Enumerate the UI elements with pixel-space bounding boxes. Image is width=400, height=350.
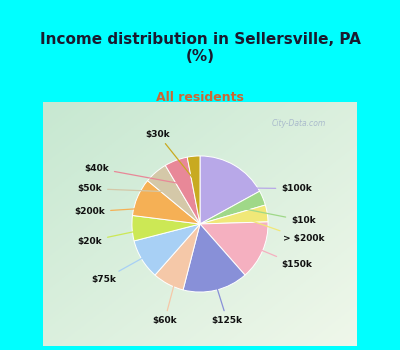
Wedge shape — [187, 156, 200, 224]
Text: $200k: $200k — [74, 207, 158, 216]
Text: $50k: $50k — [78, 184, 170, 193]
Text: Income distribution in Sellersville, PA
(%): Income distribution in Sellersville, PA … — [40, 32, 360, 64]
Wedge shape — [200, 222, 268, 275]
Text: $10k: $10k — [242, 208, 316, 225]
Wedge shape — [200, 191, 265, 224]
Text: $30k: $30k — [146, 130, 194, 180]
Wedge shape — [148, 166, 200, 224]
Text: All residents: All residents — [156, 91, 244, 104]
Text: City-Data.com: City-Data.com — [272, 119, 326, 127]
Text: > $200k: > $200k — [244, 218, 324, 244]
Text: $100k: $100k — [224, 184, 312, 193]
Wedge shape — [165, 157, 200, 224]
Wedge shape — [132, 216, 200, 241]
Text: $60k: $60k — [152, 264, 180, 325]
Wedge shape — [200, 156, 260, 224]
Text: $20k: $20k — [78, 227, 155, 245]
Text: $75k: $75k — [91, 247, 162, 284]
Wedge shape — [134, 224, 200, 275]
Wedge shape — [200, 205, 268, 224]
Wedge shape — [155, 224, 200, 290]
Text: $150k: $150k — [241, 242, 312, 270]
Wedge shape — [183, 224, 245, 292]
Text: $40k: $40k — [84, 164, 182, 184]
Wedge shape — [132, 181, 200, 224]
Text: $125k: $125k — [211, 268, 243, 325]
